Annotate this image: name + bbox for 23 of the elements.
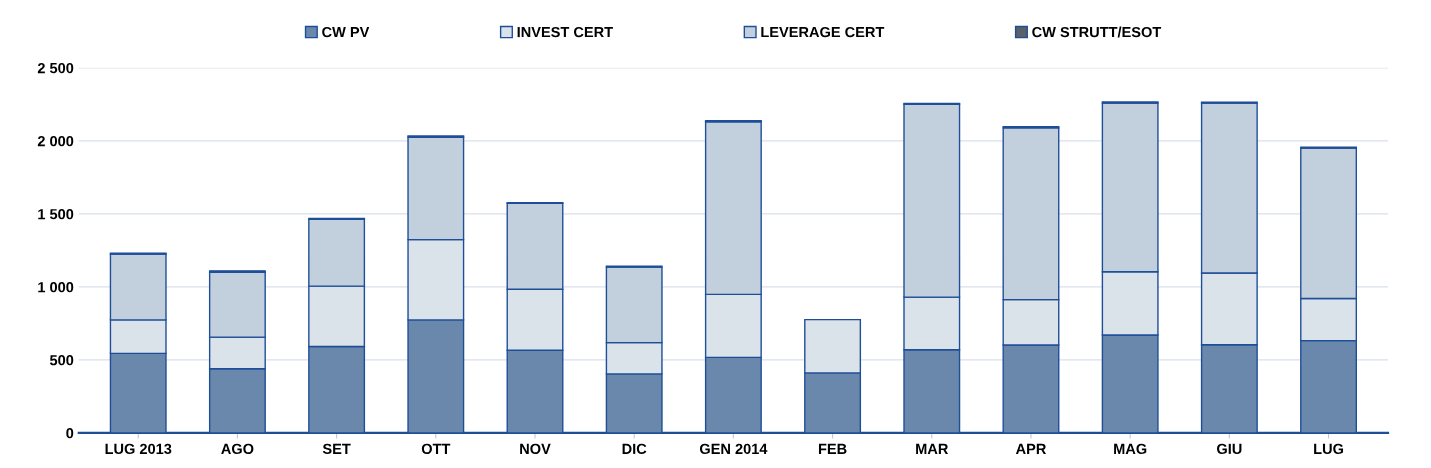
x-tick-label: MAR — [916, 443, 949, 454]
y-tick-label: 0 — [66, 428, 74, 439]
x-tick-label: NOV — [520, 443, 551, 455]
x-tick-label: SET — [322, 443, 351, 455]
y-tick-label: 1 000 — [38, 281, 74, 293]
legend-label: CW PV — [322, 26, 370, 38]
legend-label: INVEST CERT — [517, 26, 613, 38]
legend-label: LEVERAGE CERT — [761, 26, 885, 38]
legend-label: CW STRUTT/ESOT — [1032, 26, 1162, 38]
x-tick-label: LUG — [1314, 443, 1344, 455]
y-tick-label: 500 — [49, 354, 74, 366]
x-tick-label: APR — [1015, 443, 1047, 454]
y-tick-label: 2 000 — [37, 135, 74, 147]
x-tick-label: GIU — [1217, 443, 1242, 455]
x-tick-label: MAG — [1114, 443, 1147, 455]
x-tick-label: AGO — [221, 443, 254, 455]
y-tick-label: 1 500 — [38, 208, 74, 220]
x-tick-label: DIC — [622, 443, 647, 455]
x-tick-label: FEB — [818, 443, 847, 454]
x-tick-label: GEN 2014 — [699, 443, 768, 455]
x-tick-label: OTT — [421, 443, 451, 455]
x-tick-label: LUG 2013 — [105, 443, 172, 455]
y-tick-label: 2 500 — [37, 62, 74, 74]
